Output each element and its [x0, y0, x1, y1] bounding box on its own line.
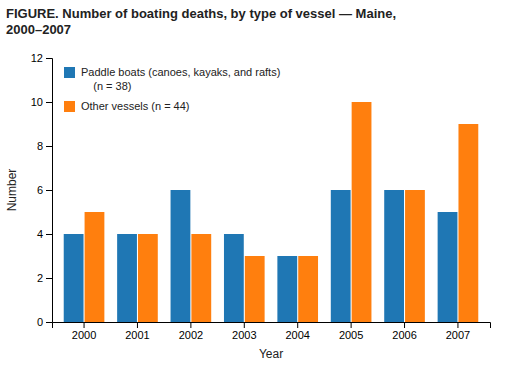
x-tick-mark [137, 322, 138, 328]
x-tick-mark [84, 322, 85, 328]
bar [64, 234, 84, 322]
x-tick-label: 2004 [285, 329, 309, 341]
legend-label-line: Paddle boats (canoes, kayaks, and rafts) [81, 66, 280, 78]
bar [224, 234, 244, 322]
bar [191, 234, 211, 322]
x-tick: 2004 [285, 322, 309, 341]
x-tick-mark [351, 322, 352, 328]
bar [277, 256, 297, 322]
y-tick-mark [46, 234, 52, 235]
y-tick: 10 [31, 96, 52, 108]
x-tick-mark [297, 322, 298, 328]
bars [64, 102, 479, 322]
x-tick: 2000 [72, 322, 96, 341]
legend-label-line: Other vessels (n = 44) [81, 100, 190, 112]
bar [352, 102, 372, 322]
x-tick-label: 2001 [125, 329, 149, 341]
x-axis: 2000 2001 2002 2003 2004 2005 2006 2007 [53, 322, 491, 341]
y-tick: 8 [37, 140, 52, 152]
x-tick: 2003 [232, 322, 256, 341]
x-tick-label: 2003 [232, 329, 256, 341]
x-tick: 2006 [392, 322, 416, 341]
title-line: FIGURE. Number of boating deaths, by typ… [6, 6, 396, 21]
legend: Paddle boats (canoes, kayaks, and rafts)… [59, 61, 285, 117]
y-tick: 6 [37, 184, 52, 196]
y-axis-line [46, 59, 53, 323]
y-tick: 2 [37, 272, 52, 284]
y-tick: 4 [37, 228, 52, 240]
x-tick: 2001 [125, 322, 149, 341]
x-tick: 2002 [179, 322, 203, 341]
legend-label: Paddle boats (canoes, kayaks, and rafts)… [81, 66, 280, 92]
y-tick: 0 [37, 316, 52, 328]
bar [405, 190, 425, 322]
title: FIGURE. Number of boating deaths, by typ… [6, 6, 396, 37]
y-tick-label: 12 [31, 52, 43, 64]
x-axis-line [53, 323, 491, 329]
y-tick-mark [46, 102, 52, 103]
x-tick-label: 2002 [179, 329, 203, 341]
x-tick-mark [244, 322, 245, 328]
plot: 2000 2001 2002 2003 2004 2005 2006 2007 0 2 4 6 8 10 1… [5, 52, 491, 361]
x-tick-label: 2007 [446, 329, 470, 341]
series [85, 102, 479, 322]
bar [171, 190, 191, 322]
legend-item: Paddle boats (canoes, kayaks, and rafts)… [64, 66, 280, 92]
bar [85, 212, 105, 322]
bar [458, 124, 478, 322]
series [64, 190, 458, 322]
y-tick-mark [46, 58, 52, 59]
y-tick: 12 [31, 52, 52, 64]
y-axis: 0 2 4 6 8 10 12 [31, 52, 53, 328]
legend-swatch [64, 101, 75, 112]
y-tick-label: 8 [37, 140, 43, 152]
chart: FIGURE. Number of boating deaths, by typ… [0, 0, 505, 366]
x-tick-mark [457, 322, 458, 328]
bar [138, 234, 158, 322]
y-tick-label: 2 [37, 272, 43, 284]
y-tick-label: 6 [37, 184, 43, 196]
y-axis-title: Number [5, 169, 19, 212]
bar [384, 190, 404, 322]
y-tick-mark [46, 322, 52, 323]
bar [117, 234, 137, 322]
x-tick-mark [190, 322, 191, 328]
legend-background [59, 61, 285, 117]
title-line: 2000–2007 [6, 22, 71, 37]
legend-item: Other vessels (n = 44) [64, 100, 190, 112]
y-tick-label: 0 [37, 316, 43, 328]
x-tick-label: 2005 [339, 329, 363, 341]
bar [245, 256, 265, 322]
y-tick-label: 4 [37, 228, 43, 240]
legend-label: Other vessels (n = 44) [81, 100, 190, 112]
x-tick: 2005 [339, 322, 363, 341]
legend-swatch [64, 67, 75, 78]
x-axis-title: Year [259, 347, 283, 361]
legend-label-line: (n = 38) [81, 80, 131, 92]
y-tick-mark [46, 278, 52, 279]
bar [438, 212, 458, 322]
bar [298, 256, 318, 322]
y-tick-mark [46, 146, 52, 147]
x-tick-mark [404, 322, 405, 328]
y-tick-label: 10 [31, 96, 43, 108]
bar [331, 190, 351, 322]
y-tick-mark [46, 190, 52, 191]
x-tick-label: 2000 [72, 329, 96, 341]
x-tick-label: 2006 [392, 329, 416, 341]
x-tick: 2007 [446, 322, 470, 341]
